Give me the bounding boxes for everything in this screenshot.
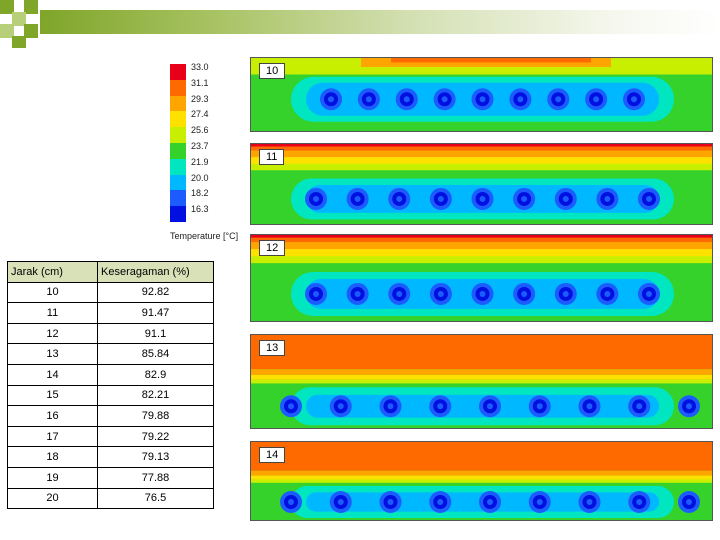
- simulation-panel: 11: [250, 143, 713, 225]
- header-uniformity: Keseragaman (%): [97, 261, 214, 283]
- legend-swatch: [170, 174, 186, 191]
- legend-tick: 18.2: [191, 188, 209, 199]
- cell-distance: 10: [7, 281, 98, 304]
- distance-label: 12: [259, 240, 286, 256]
- legend-title: Temperature [°C]: [170, 231, 239, 241]
- corner-square: [12, 12, 26, 26]
- simulation-panel: 13: [250, 334, 713, 429]
- legend-swatch: [170, 190, 186, 207]
- legend-tick: 21.9: [191, 156, 209, 167]
- distance-label: 10: [259, 63, 286, 79]
- cell-distance: 15: [7, 384, 98, 407]
- table-header-row: Jarak (cm) Keseragaman (%): [7, 261, 214, 283]
- cell-distance: 17: [7, 425, 98, 448]
- legend-tick: 31.1: [191, 77, 209, 88]
- table-row: 15 82.21: [7, 384, 214, 407]
- legend-tick: 27.4: [191, 109, 209, 120]
- cell-distance: 18: [7, 446, 98, 468]
- legend-tick: 25.6: [191, 125, 209, 136]
- color-legend: [170, 64, 186, 222]
- table-row: 13 85.84: [7, 343, 214, 365]
- cell-uniformity: 85.84: [97, 343, 214, 365]
- table-row: 17 79.22: [7, 425, 214, 448]
- legend-swatch: [170, 111, 186, 128]
- cell-uniformity: 79.88: [97, 405, 214, 427]
- cell-uniformity: 79.13: [97, 446, 214, 468]
- legend-tick: 16.3: [191, 204, 209, 215]
- table-row: 11 91.47: [7, 302, 214, 324]
- legend-swatch: [170, 95, 186, 112]
- table-row: 14 82.9: [7, 363, 214, 386]
- corner-square: [24, 0, 38, 14]
- distance-label: 11: [259, 149, 285, 165]
- corner-square: [12, 36, 26, 48]
- distance-label: 13: [259, 340, 286, 356]
- table-row: 20 76.5: [7, 487, 214, 510]
- header-distance: Jarak (cm): [7, 261, 98, 283]
- table-body: 10 92.82 11 91.47 12 91.1 13 85.84 14 82.9 15 82.21…: [7, 281, 214, 510]
- corner-square: [0, 24, 14, 38]
- legend-swatch: [170, 206, 186, 222]
- cell-distance: 14: [7, 363, 98, 386]
- cell-uniformity: 82.21: [97, 384, 214, 407]
- table-row: 19 77.88: [7, 466, 214, 489]
- cell-uniformity: 79.22: [97, 425, 214, 448]
- uniformity-table: Jarak (cm) Keseragaman (%) 10 92.82 11 91.4…: [7, 261, 214, 510]
- simulation-panel: 14: [250, 441, 713, 521]
- cell-uniformity: 76.5: [97, 487, 214, 510]
- corner-square: [24, 24, 38, 38]
- corner-square: [0, 0, 14, 14]
- cell-distance: 11: [7, 302, 98, 324]
- legend-tick: 20.0: [191, 172, 209, 183]
- cell-uniformity: 82.9: [97, 363, 214, 386]
- cell-uniformity: 91.1: [97, 322, 214, 345]
- table-row: 10 92.82: [7, 281, 214, 304]
- legend-tick: 23.7: [191, 140, 209, 151]
- simulation-panel: 12: [250, 234, 713, 322]
- legend-swatch: [170, 79, 186, 96]
- cell-distance: 19: [7, 466, 98, 489]
- title-bar-gradient: [40, 10, 720, 34]
- table-row: 16 79.88: [7, 405, 214, 427]
- simulation-panel: 10: [250, 57, 713, 132]
- cell-distance: 13: [7, 343, 98, 365]
- legend-swatch: [170, 158, 186, 175]
- table-row: 12 91.1: [7, 322, 214, 345]
- cell-uniformity: 92.82: [97, 281, 214, 304]
- legend-tick: 33.0: [191, 62, 209, 72]
- cell-uniformity: 77.88: [97, 466, 214, 489]
- legend-swatch: [170, 142, 186, 159]
- legend-swatch: [170, 64, 186, 80]
- legend-swatch: [170, 127, 186, 143]
- distance-label: 14: [259, 447, 286, 463]
- table-row: 18 79.13: [7, 446, 214, 468]
- cell-distance: 20: [7, 487, 98, 510]
- cell-uniformity: 91.47: [97, 302, 214, 324]
- cell-distance: 12: [7, 322, 98, 345]
- legend-tick: 29.3: [191, 93, 209, 104]
- cell-distance: 16: [7, 405, 98, 427]
- legend-ticks: 33.0 31.1 29.3 27.4 25.6 23.7 21.9 20.0 18.2 16.3: [191, 62, 209, 220]
